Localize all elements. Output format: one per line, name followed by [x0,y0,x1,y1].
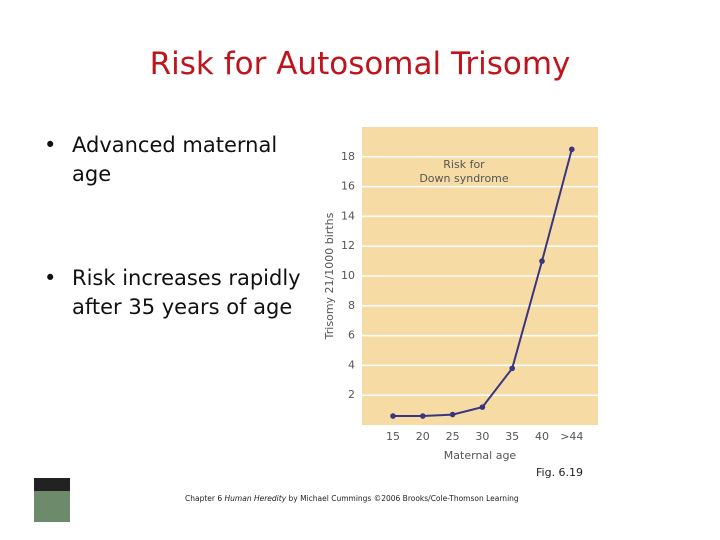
footer-book: Human Heredity [224,494,287,503]
figure-label: Fig. 6.19 [536,466,584,479]
x-tick-label: >44 [560,430,583,443]
y-tick-label: 6 [348,329,355,342]
x-tick-label: 35 [505,430,519,443]
data-point [569,146,575,153]
y-tick-label: 8 [348,299,355,312]
x-axis-label: Maternal age [444,449,517,462]
footer: Chapter 6 Human Heredity by Michael Cumm… [185,494,519,503]
annotation: Down syndrome [419,172,509,185]
data-point [449,411,456,418]
x-tick-label: 30 [475,430,489,443]
annotation: Risk for [443,158,485,171]
data-point [420,413,426,419]
footer-text: by Michael Cummings ©2006 Brooks/Cole-Th… [286,494,519,503]
data-point [390,413,396,419]
x-tick-label: 25 [446,430,460,443]
y-tick-label: 10 [341,269,355,282]
y-tick-label: 12 [341,239,355,252]
y-tick-label: 4 [348,358,355,371]
x-tick-label: 20 [416,430,430,443]
y-tick-label: 18 [341,150,355,163]
data-point [509,365,515,372]
bullet: • Risk increases rapidly after 35 years o… [44,264,312,322]
bullet-text: Advanced maternal age [72,133,278,186]
data-point [539,258,545,264]
x-tick-label: 15 [386,430,400,443]
bullet-text: Risk increases rapidly after 35 years of… [72,266,301,319]
footer-text: Chapter 6 [185,494,225,503]
slide-title: Risk for Autosomal Trisomy [149,46,571,82]
y-tick-label: 14 [341,209,355,222]
book-cover [34,478,70,522]
bullet-dot: • [44,133,57,157]
data-point [479,404,486,410]
y-axis-label: Trisomy 21/1000 births [323,212,336,340]
x-tick-label: 40 [535,430,549,443]
y-tick-label: 2 [348,388,355,401]
bullet-dot: • [44,266,57,290]
bullet: • Advanced maternal age [44,131,312,189]
y-tick-label: 16 [341,180,355,193]
